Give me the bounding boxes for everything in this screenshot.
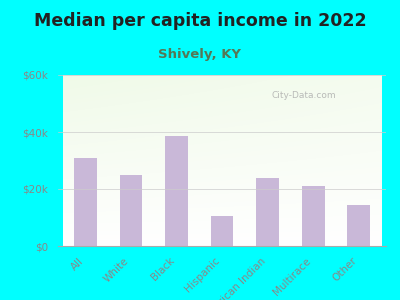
Text: City-Data.com: City-Data.com [272,91,336,100]
Text: Median per capita income in 2022: Median per capita income in 2022 [34,12,366,30]
Bar [302,186,324,246]
Bar [120,175,142,246]
Bar [165,136,188,246]
Text: Shively, KY: Shively, KY [158,48,242,61]
Bar [211,216,233,246]
Bar [347,205,370,246]
Bar [74,158,97,246]
Bar [256,178,279,246]
